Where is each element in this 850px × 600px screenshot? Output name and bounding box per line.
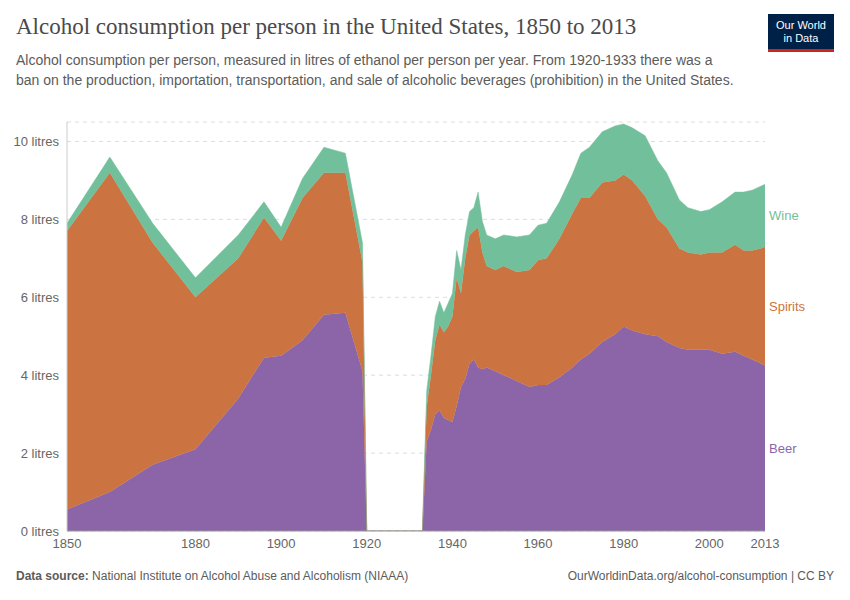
html-text:Wine: Wine — [769, 208, 799, 223]
svg-text:2 litres: 2 litres — [21, 446, 60, 461]
svg-text:10 litres: 10 litres — [13, 134, 59, 149]
svg-text:1920: 1920 — [352, 536, 381, 551]
html-text:OurWorldinData.org/alcohol-con: OurWorldinData.org/alcohol-consumption |… — [567, 569, 834, 583]
svg-text:1940: 1940 — [438, 536, 467, 551]
svg-text:1850: 1850 — [52, 536, 82, 552]
html-text:Alcohol consumption per person: Alcohol consumption per person in the Un… — [16, 14, 637, 39]
html-text:Beer: Beer — [769, 440, 797, 456]
svg-text:1980: 1980 — [609, 536, 638, 551]
svg-text:1900: 1900 — [267, 536, 296, 551]
html-text:Our World: Our World — [776, 19, 826, 31]
html-text:in Data: in Data — [783, 32, 819, 44]
html-text:Spirits: Spirits — [769, 298, 806, 314]
svg-text:2000: 2000 — [695, 536, 724, 551]
svg-text:4 litres: 4 litres — [21, 368, 60, 383]
svg-text:2013: 2013 — [751, 536, 780, 551]
svg-text:6 litres: 6 litres — [21, 290, 60, 305]
svg-text:1960: 1960 — [524, 536, 553, 551]
svg-text:0 litres: 0 litres — [21, 524, 60, 539]
html-text:Alcohol consumption per person: Alcohol consumption per person, measured… — [16, 52, 734, 88]
svg-text:1880: 1880 — [181, 536, 210, 551]
html-text:Data source: National Institut: Data source: National Institute on Alcoh… — [16, 569, 409, 583]
svg-text:8 litres: 8 litres — [21, 212, 60, 227]
